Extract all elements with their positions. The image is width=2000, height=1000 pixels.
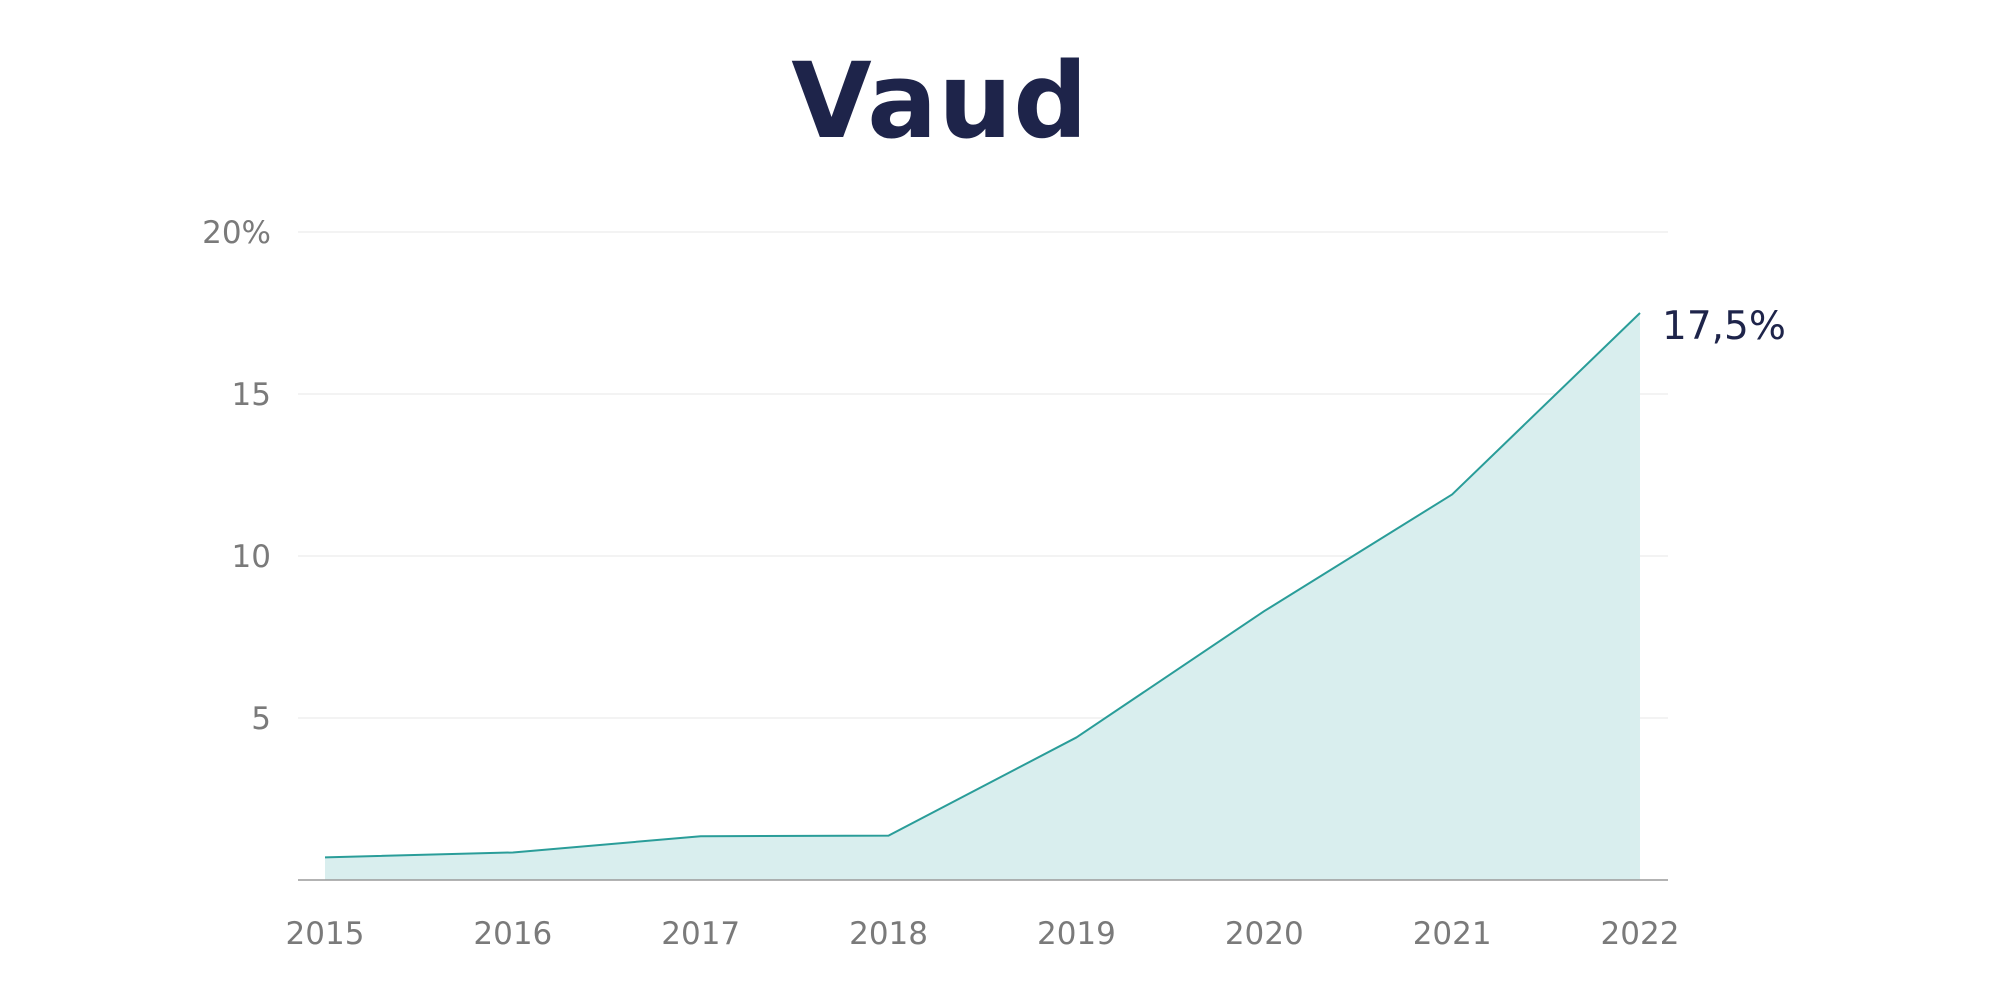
x-tick-label: 2016	[473, 916, 552, 952]
x-tick-label: 2018	[849, 916, 928, 952]
x-tick-label: 2022	[1601, 916, 1680, 952]
x-tick-label: 2019	[1037, 916, 1116, 952]
series-line	[324, 312, 1641, 859]
area-layer	[324, 312, 1641, 880]
y-tick-label: 20%	[202, 215, 271, 251]
annotations: 17,5%	[1662, 304, 1786, 349]
x-axis-ticks: 2015 2016 2017 2018 2019 2020 2021 2022	[286, 916, 1680, 952]
y-tick-label: 10	[232, 539, 271, 575]
x-tick-label: 2015	[286, 916, 365, 952]
x-tick-label: 2021	[1413, 916, 1492, 952]
x-tick-label: 2020	[1225, 916, 1304, 952]
y-axis-ticks: 5 10 15 20%	[202, 215, 271, 737]
end-value-label: 17,5%	[1662, 304, 1786, 349]
x-tick-label: 2017	[661, 916, 740, 952]
area-fill	[325, 313, 1640, 880]
y-tick-label: 15	[232, 377, 271, 413]
y-tick-label: 5	[251, 701, 271, 737]
chart-title: Vaud	[791, 40, 1089, 162]
